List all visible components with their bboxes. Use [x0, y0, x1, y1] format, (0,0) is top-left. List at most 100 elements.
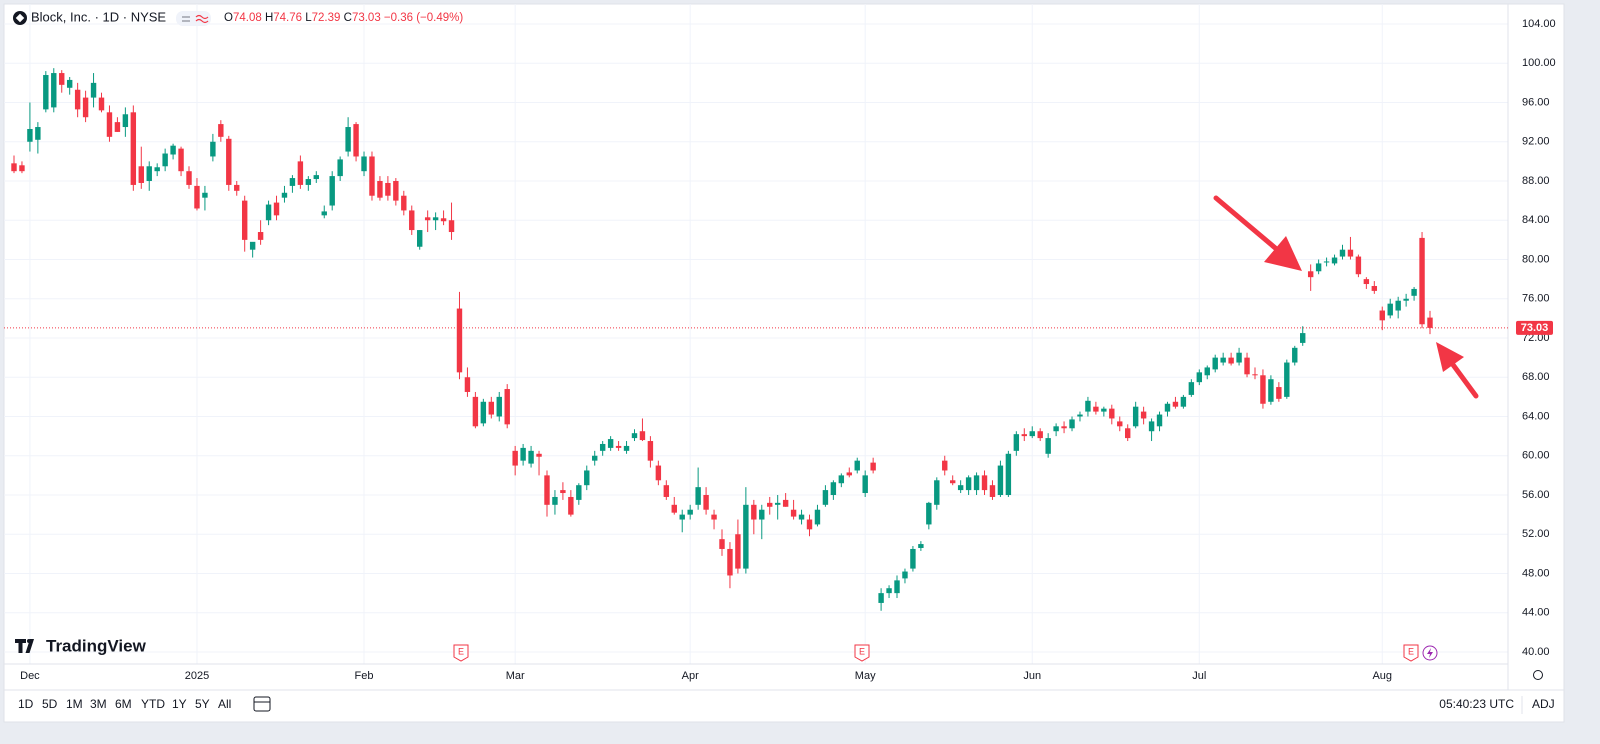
candle-body	[273, 202, 280, 216]
candle-body	[1037, 431, 1043, 439]
candle-body	[1371, 285, 1378, 291]
candle-body	[647, 441, 654, 461]
candle-body	[59, 73, 65, 85]
settings-icon[interactable]	[1533, 670, 1543, 680]
y-tick-label: 76.00	[1522, 293, 1550, 305]
candle-body	[918, 544, 924, 548]
candle-body	[512, 450, 518, 466]
adj-toggle[interactable]: ADJ	[1532, 697, 1555, 711]
candle-body	[1307, 271, 1314, 278]
arrow	[1448, 359, 1479, 399]
y-tick-label: 68.00	[1522, 371, 1550, 383]
candle-body	[1117, 421, 1123, 427]
y-tick-label: 72.00	[1522, 332, 1550, 344]
y-tick-label: 64.00	[1522, 410, 1550, 422]
clock[interactable]: 05:40:23 UTC	[1439, 697, 1514, 711]
annotations	[1213, 195, 1479, 399]
pill-icon	[182, 16, 190, 18]
candle-body	[774, 502, 781, 505]
candle-body	[170, 145, 176, 155]
candle-body	[154, 167, 160, 172]
arrow-head	[1264, 236, 1302, 271]
candle-body	[599, 443, 606, 451]
range-button[interactable]: 5D	[42, 697, 58, 711]
candle-body	[1077, 414, 1083, 417]
candle-body	[194, 185, 200, 209]
candle-body	[1069, 419, 1075, 429]
range-button[interactable]: 1M	[66, 697, 83, 711]
earnings-marker[interactable]	[453, 644, 469, 662]
candle-body	[1236, 352, 1242, 363]
earnings-label: E	[859, 646, 865, 656]
ohlc-label: L	[305, 12, 312, 24]
range-button[interactable]: All	[218, 697, 231, 711]
candle-body	[703, 495, 709, 510]
candle-body	[401, 195, 407, 211]
x-tick-label: Feb	[355, 670, 374, 682]
pill-icon	[195, 14, 209, 24]
candle-body	[846, 472, 852, 476]
candle-body	[1021, 434, 1027, 437]
header: Block, Inc. · 1D · NYSE O74.08 H74.76 L7…	[13, 9, 463, 26]
candle-body	[1196, 372, 1203, 383]
candle-body	[679, 514, 685, 520]
range-button[interactable]: 6M	[115, 697, 132, 711]
candle-body	[1164, 403, 1171, 412]
candle-body	[695, 487, 701, 505]
candle-body	[1395, 300, 1401, 311]
candle-body	[1156, 414, 1163, 427]
candle-body	[504, 389, 510, 425]
candle-body	[552, 496, 558, 505]
candle-body	[743, 504, 749, 569]
range-button[interactable]: 5Y	[195, 697, 210, 711]
symbol[interactable]: Block, Inc. · 1D · NYSE	[31, 9, 166, 24]
candle-body	[957, 485, 964, 491]
candle-body	[1260, 375, 1266, 404]
y-tick-label: 104.00	[1522, 18, 1556, 30]
candle-body	[822, 490, 829, 505]
candle-body	[989, 485, 996, 497]
candle-body	[997, 465, 1004, 495]
candle-body	[424, 217, 431, 221]
candle-body	[751, 504, 757, 520]
candle-body	[353, 124, 359, 157]
candle-body	[369, 156, 375, 196]
candle-body	[878, 593, 884, 603]
earnings-label: E	[458, 646, 464, 656]
y-tick-label: 96.00	[1522, 96, 1550, 108]
candle-body	[90, 82, 97, 98]
range-button[interactable]: YTD	[141, 697, 165, 711]
earnings-marker[interactable]	[854, 644, 870, 662]
candle-body	[1220, 357, 1226, 363]
candle-body	[385, 182, 391, 196]
candle-body	[82, 97, 89, 118]
candle-body	[1180, 396, 1187, 407]
candle-body	[43, 75, 49, 110]
candle-body	[226, 138, 232, 185]
candle-body	[480, 401, 487, 424]
candles	[11, 68, 1433, 611]
candle-body	[98, 97, 105, 111]
candle-body	[655, 465, 662, 481]
candle-body	[862, 475, 868, 494]
candle-body	[281, 192, 288, 198]
candle-body	[671, 504, 677, 513]
candle-body	[1331, 257, 1338, 264]
range-button[interactable]: 1Y	[172, 697, 187, 711]
y-tick-label: 60.00	[1522, 450, 1550, 462]
earnings-marker[interactable]	[1403, 644, 1419, 662]
range-button[interactable]: 3M	[90, 697, 107, 711]
candle-body	[321, 211, 327, 216]
arrow	[1213, 195, 1283, 255]
candle-body	[472, 396, 479, 427]
indicator-pill[interactable]	[176, 11, 211, 26]
candle-body	[114, 122, 121, 132]
date-range-icon[interactable]	[253, 696, 271, 712]
earnings-label: E	[1408, 646, 1414, 656]
candle-body	[241, 200, 248, 240]
range-button[interactable]: 1D	[18, 697, 34, 711]
candle-body	[1188, 382, 1195, 395]
candle-body	[639, 431, 646, 441]
